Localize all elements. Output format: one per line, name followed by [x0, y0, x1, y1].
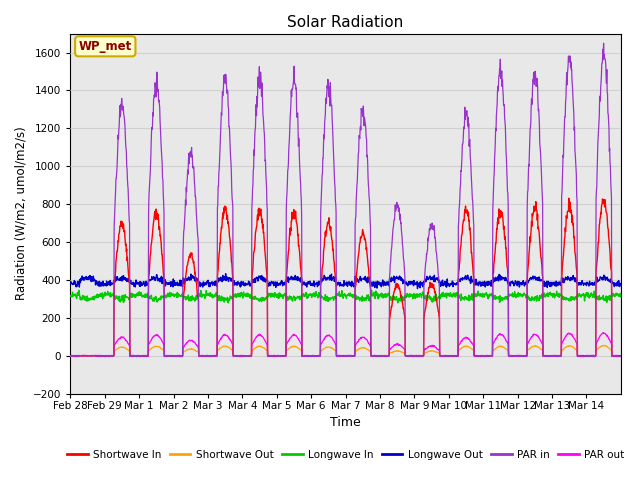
Y-axis label: Radiation (W/m2, umol/m2/s): Radiation (W/m2, umol/m2/s) — [15, 127, 28, 300]
Legend: Shortwave In, Shortwave Out, Longwave In, Longwave Out, PAR in, PAR out: Shortwave In, Shortwave Out, Longwave In… — [63, 445, 628, 464]
X-axis label: Time: Time — [330, 416, 361, 429]
Title: Solar Radiation: Solar Radiation — [287, 15, 404, 30]
Text: WP_met: WP_met — [79, 40, 132, 53]
